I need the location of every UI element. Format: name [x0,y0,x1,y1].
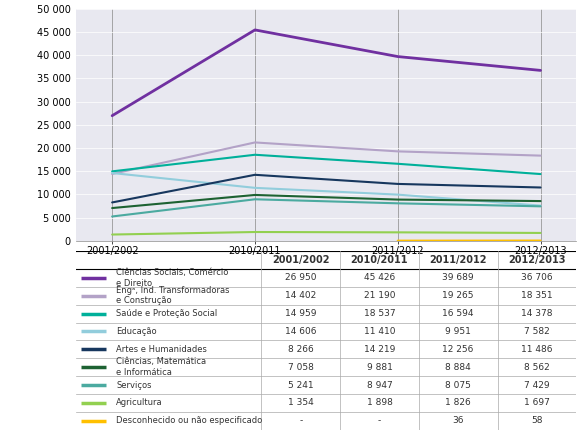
Text: 1 697: 1 697 [524,398,550,408]
Text: 8 266: 8 266 [288,345,313,354]
Text: 19 265: 19 265 [442,291,474,300]
Text: 8 884: 8 884 [445,363,471,372]
Text: 5 241: 5 241 [288,381,313,390]
Text: 9 881: 9 881 [366,363,392,372]
Text: 14 402: 14 402 [285,291,316,300]
Text: 7 429: 7 429 [524,381,550,390]
Text: 36 706: 36 706 [521,273,553,283]
Text: 8 947: 8 947 [366,381,392,390]
Text: Ciências Sociais, Comércio
e Direito: Ciências Sociais, Comércio e Direito [116,268,229,288]
Text: 2010/2011: 2010/2011 [350,255,408,265]
Text: Artes e Humanidades: Artes e Humanidades [116,345,208,354]
Text: 11 410: 11 410 [364,327,395,336]
Text: 8 075: 8 075 [445,381,471,390]
Text: -: - [378,416,381,425]
Text: Desconhecido ou não especificado: Desconhecido ou não especificado [116,416,263,425]
Text: 14 219: 14 219 [364,345,395,354]
Text: Educação: Educação [116,327,157,336]
Text: 21 190: 21 190 [364,291,395,300]
Text: Ciências, Matemática
e Informática: Ciências, Matemática e Informática [116,358,206,377]
Text: Saúde e Proteção Social: Saúde e Proteção Social [116,309,218,318]
Text: 1 826: 1 826 [445,398,471,408]
Text: 2012/2013: 2012/2013 [508,255,566,265]
Text: 58: 58 [531,416,543,425]
Text: 9 951: 9 951 [445,327,471,336]
Text: 7 058: 7 058 [288,363,313,372]
Text: 11 486: 11 486 [521,345,553,354]
Text: 2001/2002: 2001/2002 [272,255,329,265]
Text: 39 689: 39 689 [442,273,474,283]
Text: 26 950: 26 950 [285,273,316,283]
Text: Agricultura: Agricultura [116,398,163,408]
Text: 14 606: 14 606 [285,327,316,336]
Text: 18 537: 18 537 [363,309,395,318]
Text: 12 256: 12 256 [443,345,474,354]
Text: 14 378: 14 378 [521,309,553,318]
Text: 16 594: 16 594 [442,309,474,318]
Text: -: - [299,416,302,425]
Text: Engᵃ, Ind. Transformadoras
e Construção: Engᵃ, Ind. Transformadoras e Construção [116,286,230,306]
Text: 2011/2012: 2011/2012 [429,255,487,265]
Text: 1 898: 1 898 [366,398,392,408]
Text: 1 354: 1 354 [288,398,313,408]
Text: 45 426: 45 426 [364,273,395,283]
Text: 8 562: 8 562 [524,363,550,372]
Text: 7 582: 7 582 [524,327,550,336]
Text: 14 959: 14 959 [285,309,316,318]
Text: 18 351: 18 351 [521,291,553,300]
Text: 36: 36 [452,416,464,425]
Text: Serviços: Serviços [116,381,152,390]
